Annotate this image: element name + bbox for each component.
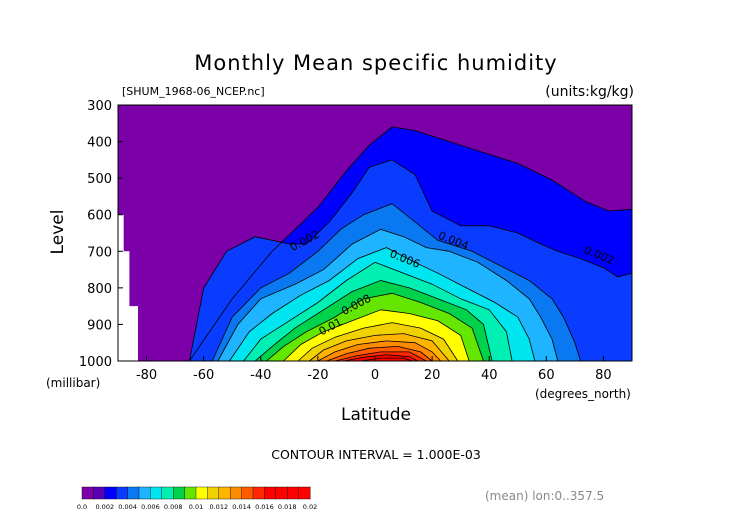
y-axis-units: (millibar) bbox=[46, 376, 100, 390]
contour-line-0.004 bbox=[217, 228, 559, 362]
contour-interval-text: CONTOUR INTERVAL = 1.000E-03 bbox=[271, 447, 481, 462]
colorbar-swatch-0 bbox=[81, 486, 94, 500]
x-tick-label-2: -40 bbox=[250, 368, 271, 383]
x-tick-label-8: 80 bbox=[595, 368, 612, 383]
y-tick-label-7: 1000 bbox=[79, 355, 112, 370]
x-axis-units: (degrees_north) bbox=[535, 387, 631, 401]
colorbar-swatch-13 bbox=[229, 486, 243, 500]
colorbar-swatch-14 bbox=[241, 486, 254, 500]
colorbar-swatch-8 bbox=[172, 486, 186, 500]
y-tick-label-5: 800 bbox=[87, 282, 112, 297]
x-axis-label: Latitude bbox=[341, 405, 411, 425]
x-axis-ticks: -80 -60 -40 -20 0 20 40 60 80 bbox=[136, 356, 612, 383]
x-tick-label-1: -60 bbox=[193, 368, 214, 383]
x-tick-label-7: 60 bbox=[538, 368, 555, 383]
colorbar-swatch-7 bbox=[161, 486, 174, 500]
contour-line-0.01 bbox=[297, 322, 459, 362]
colorbar-label-2: 0.004 bbox=[118, 503, 137, 511]
colorbar-swatch-18 bbox=[287, 486, 300, 500]
x-tick-label-3: -20 bbox=[307, 368, 328, 383]
colorbar-swatch-3 bbox=[115, 486, 129, 500]
contour-line-0.011 bbox=[309, 333, 450, 362]
colorbar-swatch-17 bbox=[275, 486, 288, 500]
source-label: [SHUM_1968-06_NCEP.nc] bbox=[122, 85, 265, 98]
colorbar-swatch-1 bbox=[93, 486, 106, 500]
colorbar: 0.0 0.002 0.004 0.006 0.008 0.01 0.012 0.014 0.0… bbox=[77, 486, 317, 511]
colorbar-label-9: 0.018 bbox=[278, 503, 297, 511]
plot-area bbox=[117, 104, 633, 362]
colorbar-swatch-6 bbox=[150, 486, 163, 500]
colorbar-swatch-16 bbox=[264, 486, 277, 500]
y-tick-label-1: 400 bbox=[87, 136, 112, 151]
colorbar-label-3: 0.006 bbox=[141, 503, 160, 511]
contour-line-0.014 bbox=[334, 351, 427, 362]
y-axis-label: Level bbox=[48, 210, 68, 255]
colorbar-swatch-15 bbox=[252, 486, 265, 500]
y-tick-label-6: 900 bbox=[87, 318, 112, 333]
y-tick-label-4: 700 bbox=[87, 245, 112, 260]
contour-line-0.002 bbox=[189, 159, 633, 362]
colorbar-swatch-12 bbox=[218, 486, 231, 500]
fill-band-0.016 bbox=[360, 358, 413, 361]
units-label: (units:kg/kg) bbox=[545, 84, 634, 100]
colorbar-swatch-10 bbox=[195, 486, 208, 500]
colorbar-swatch-11 bbox=[207, 486, 220, 500]
x-tick-label-5: 20 bbox=[424, 368, 441, 383]
colorbar-swatch-4 bbox=[127, 486, 140, 500]
colorbar-label-1: 0.002 bbox=[95, 503, 114, 511]
colorbar-label-10: 0.02 bbox=[303, 503, 317, 511]
colorbar-label-4: 0.008 bbox=[164, 503, 183, 511]
chart-title: Monthly Mean specific humidity bbox=[194, 51, 557, 75]
colorbar-swatch-2 bbox=[104, 486, 117, 500]
colorbar-label-6: 0.012 bbox=[209, 503, 228, 511]
x-tick-label-4: 0 bbox=[371, 368, 379, 383]
contour-line-0.012 bbox=[317, 340, 441, 362]
contour-line-0.001 bbox=[189, 126, 633, 362]
colorbar-label-8: 0.016 bbox=[255, 503, 274, 511]
y-tick-label-0: 300 bbox=[87, 99, 112, 114]
contour-line-0.008 bbox=[266, 292, 484, 362]
contour-line-0.005 bbox=[229, 247, 536, 362]
y-axis-ticks: 300 400 500 600 700 800 900 1000 bbox=[79, 99, 123, 370]
x-tick-label-0: -80 bbox=[136, 368, 157, 383]
colorbar-swatch-9 bbox=[184, 486, 197, 500]
x-tick-label-6: 40 bbox=[481, 368, 498, 383]
y-tick-label-3: 600 bbox=[87, 209, 112, 224]
colorbar-swatch-19 bbox=[298, 486, 311, 500]
contour-line-0.009 bbox=[283, 309, 470, 362]
contour-line-0.007 bbox=[254, 280, 493, 362]
colorbar-label-7: 0.014 bbox=[232, 503, 251, 511]
contour-line-0.016 bbox=[360, 357, 413, 362]
contour-line-0.015 bbox=[343, 354, 418, 362]
contour-line-0.006 bbox=[243, 261, 513, 362]
colorbar-label-5: 0.01 bbox=[189, 503, 203, 511]
contour-line-0.013 bbox=[326, 345, 433, 362]
colorbar-swatch-5 bbox=[138, 486, 151, 500]
contour-line-0.003 bbox=[211, 203, 581, 362]
y-tick-label-2: 500 bbox=[87, 172, 112, 187]
footer-note: (mean) lon:0..357.5 bbox=[485, 489, 604, 503]
colorbar-label-0: 0.0 bbox=[77, 503, 87, 511]
